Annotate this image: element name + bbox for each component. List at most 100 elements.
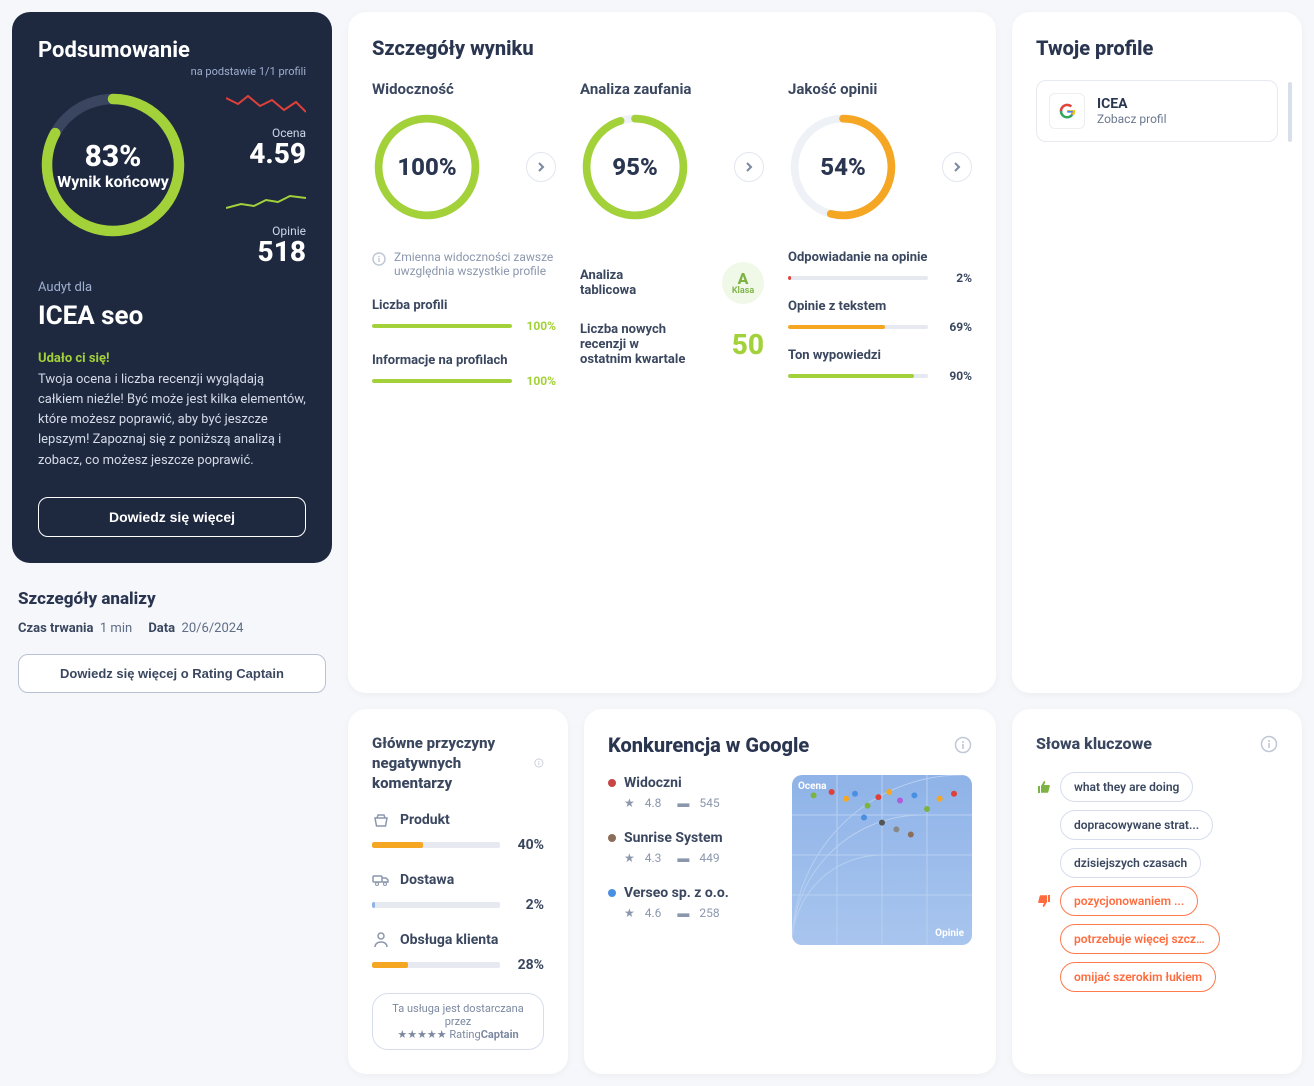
trust-percent: 95%: [580, 112, 690, 222]
duration-label: Czas trwania: [18, 621, 93, 636]
keywords-card: Słowa kluczowe what they are doing dopra…: [1012, 709, 1302, 1075]
star-icon: ★: [624, 906, 635, 920]
visibility-note: Zmienna widoczności zawsze uwzględnia ws…: [372, 250, 556, 278]
thumb-down-icon: [1036, 893, 1052, 909]
chat-icon: ▬: [677, 796, 689, 810]
audit-for-label: Audyt dla: [38, 280, 306, 295]
competition-scatter: Ocena Opinie: [792, 775, 972, 945]
quality-expand-button[interactable]: [942, 152, 972, 182]
keyword-chip[interactable]: dzisiejszych czasach: [1060, 848, 1201, 878]
chevron-right-icon: [951, 161, 963, 173]
visibility-title: Widoczność: [372, 80, 556, 98]
learn-more-button[interactable]: Dowiedz się więcej: [38, 497, 306, 537]
quality-title: Jakość opinii: [788, 80, 972, 98]
info-icon[interactable]: [1260, 735, 1278, 753]
category-row: Dostawa 2%: [372, 871, 544, 913]
keyword-chip[interactable]: omijać szerokim łukiem: [1060, 962, 1216, 992]
keyword-row: pozycjonowaniem ...: [1036, 886, 1278, 916]
reviews-value: 518: [198, 238, 306, 266]
thumb-up-icon: [1036, 779, 1052, 795]
competitor-item[interactable]: Widoczni ★4.8 ▬545: [608, 775, 776, 810]
person-icon: [372, 931, 390, 949]
keyword-row: dopracowywane strat...: [1036, 810, 1278, 840]
chat-icon: ▬: [677, 906, 689, 920]
trust-column: Analiza zaufania 95% Analiza tablicowa: [580, 80, 764, 388]
provided-by: Ta usługa jest dostarczana przez ★★★★★ R…: [372, 993, 544, 1050]
quality-column: Jakość opinii 54% Odpowiadanie na opi: [788, 80, 972, 388]
google-icon: [1049, 93, 1085, 129]
result-details-card: Szczegóły wyniku Widoczność 100%: [348, 12, 996, 693]
profile-link: Zobacz profil: [1097, 112, 1167, 126]
grade-badge: A Klasa: [722, 262, 764, 304]
sub-metric: Ton wypowiedzi 90%: [788, 348, 972, 383]
visibility-column: Widoczność 100% Zmienna wid: [372, 80, 556, 388]
chevron-right-icon: [535, 161, 547, 173]
duration-value: 1 min: [100, 621, 132, 636]
keywords-title: Słowa kluczowe: [1036, 733, 1152, 755]
success-heading: Udało ci się!: [38, 351, 306, 366]
truck-icon: [372, 871, 390, 889]
rating-sparkline: [226, 90, 306, 118]
info-icon[interactable]: [534, 754, 544, 772]
visibility-ring: 100%: [372, 112, 482, 222]
rating-captain-button[interactable]: Dowiedz się więcej o Rating Captain: [18, 654, 326, 693]
sub-metric: Opinie z tekstem 69%: [788, 299, 972, 334]
chat-icon: ▬: [677, 851, 689, 865]
visibility-expand-button[interactable]: [526, 152, 556, 182]
profiles-card: Twoje profile ICEA Zobacz profil: [1012, 12, 1302, 693]
visibility-percent: 100%: [372, 112, 482, 222]
summary-gauge: 83% Wynik końcowy: [38, 90, 188, 240]
chevron-right-icon: [743, 161, 755, 173]
info-icon: [372, 252, 386, 266]
rating-value: 4.59: [198, 140, 306, 168]
competitor-item[interactable]: Verseo sp. z o.o. ★4.6 ▬258: [608, 885, 776, 920]
competitor-item[interactable]: Sunrise System ★4.3 ▬449: [608, 830, 776, 865]
summary-subtitle: na podstawie 1/1 profili: [38, 65, 306, 78]
keyword-row: omijać szerokim łukiem: [1036, 962, 1278, 992]
trust-expand-button[interactable]: [734, 152, 764, 182]
date-label: Data: [148, 621, 175, 636]
trust-title: Analiza zaufania: [580, 80, 764, 98]
summary-title: Podsumowanie: [38, 38, 306, 63]
reviews-sparkline: [226, 188, 306, 216]
summary-label: Wynik końcowy: [57, 172, 169, 191]
result-details-title: Szczegóły wyniku: [372, 36, 972, 60]
quality-ring: 54%: [788, 112, 898, 222]
scrollbar[interactable]: [1288, 82, 1292, 142]
summary-description: Twoja ocena i liczba recenzji wyglądają …: [38, 370, 306, 471]
analysis-details: Szczegóły analizy Czas trwania 1 min Dat…: [12, 589, 332, 693]
sub-metric: Informacje na profilach 100%: [372, 353, 556, 388]
date-value: 20/6/2024: [182, 621, 244, 636]
keyword-chip[interactable]: pozycjonowaniem ...: [1060, 886, 1198, 916]
analysis-details-title: Szczegóły analizy: [18, 589, 326, 609]
keyword-chip[interactable]: dopracowywane strat...: [1060, 810, 1213, 840]
star-icon: ★: [624, 851, 635, 865]
profiles-title: Twoje profile: [1036, 36, 1278, 60]
keyword-row: potrzebuje więcej szcz...: [1036, 924, 1278, 954]
info-icon[interactable]: [954, 736, 972, 754]
summary-percent: 83%: [85, 139, 142, 174]
keyword-chip[interactable]: what they are doing: [1060, 772, 1193, 802]
profile-item[interactable]: ICEA Zobacz profil: [1036, 80, 1278, 142]
new-reviews-value: 50: [732, 328, 764, 361]
competition-card: Konkurencja w Google Widoczni ★4.8 ▬545 …: [584, 709, 996, 1075]
basket-icon: [372, 811, 390, 829]
new-reviews-label: Liczba nowych recenzji w ostatnim kwarta…: [580, 322, 690, 367]
company-name: ICEA seo: [38, 301, 306, 331]
trust-ring: 95%: [580, 112, 690, 222]
neg-reasons-title: Główne przyczyny negatywnych komentarzy: [372, 733, 534, 794]
keyword-chip[interactable]: potrzebuje więcej szcz...: [1060, 924, 1220, 954]
summary-card: Podsumowanie na podstawie 1/1 profili 83…: [12, 12, 332, 563]
category-row: Obsługa klienta 28%: [372, 931, 544, 973]
keyword-row: dzisiejszych czasach: [1036, 848, 1278, 878]
competition-title: Konkurencja w Google: [608, 733, 809, 757]
negative-reasons-card: Główne przyczyny negatywnych komentarzy …: [348, 709, 568, 1075]
panel-analysis-label: Analiza tablicowa: [580, 268, 680, 298]
sub-metric: Odpowiadanie na opinie 2%: [788, 250, 972, 285]
quality-percent: 54%: [788, 112, 898, 222]
sub-metric: Liczba profili 100%: [372, 298, 556, 333]
profile-name: ICEA: [1097, 96, 1167, 112]
keyword-row: what they are doing: [1036, 772, 1278, 802]
star-icon: ★: [624, 796, 635, 810]
category-row: Produkt 40%: [372, 811, 544, 853]
